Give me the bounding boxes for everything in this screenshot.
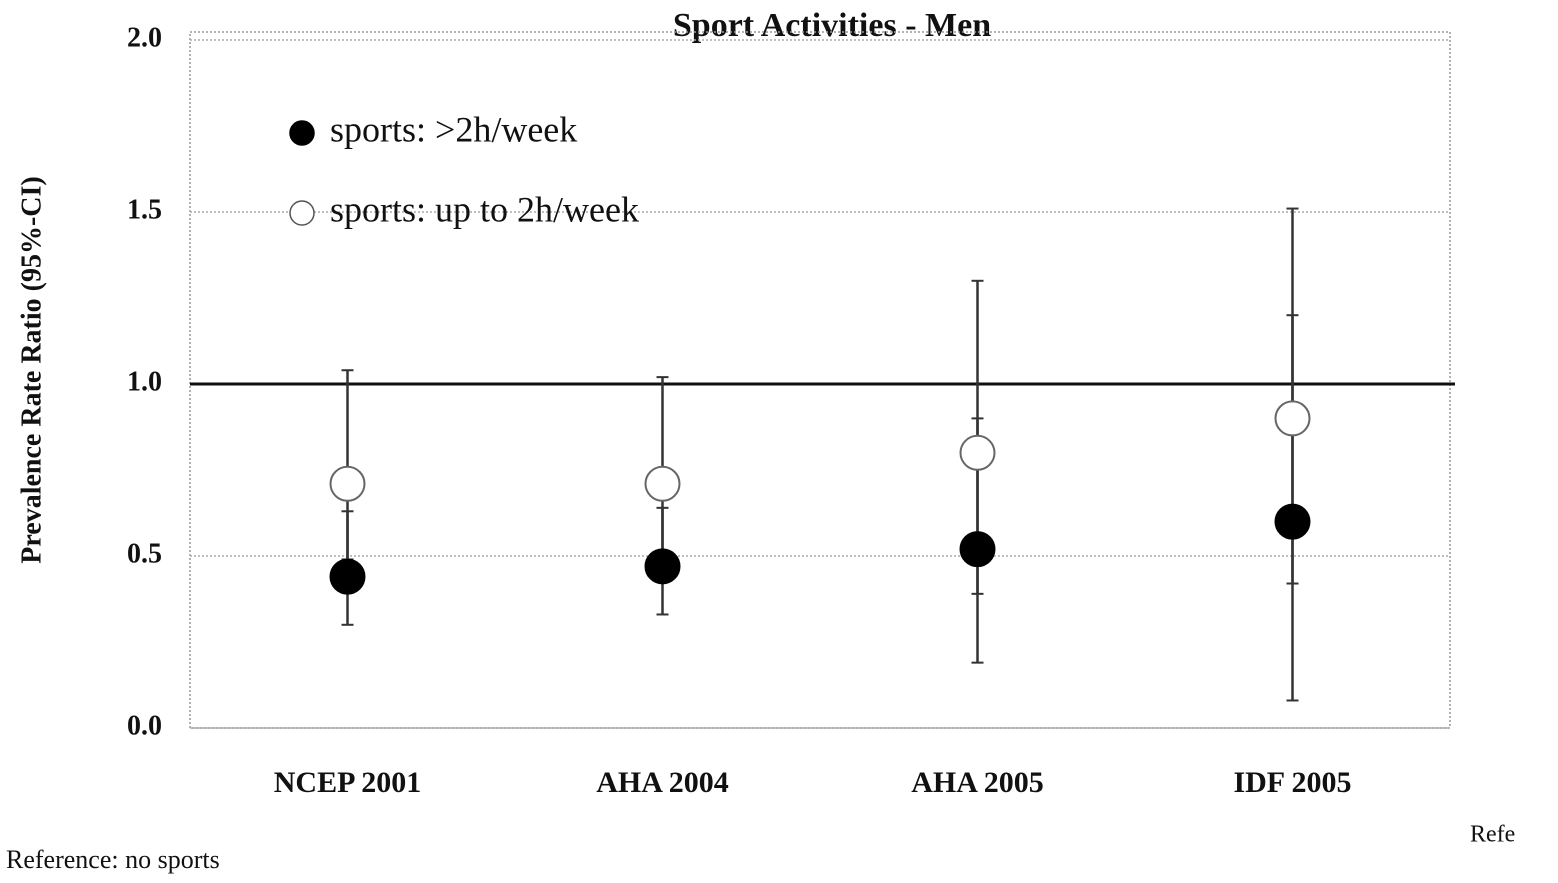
point — [1274, 400, 1311, 437]
legend-label: sports: >2h/week — [330, 109, 577, 149]
x-tick-label: AHA 2005 — [911, 766, 1044, 799]
chart-title: Sport Activities - Men — [673, 7, 991, 44]
point — [644, 548, 681, 585]
point — [959, 531, 996, 568]
x-tick-label: NCEP 2001 — [274, 766, 422, 799]
annotation: Refe — [1470, 822, 1515, 848]
y-tick-label: 2.0 — [127, 22, 162, 53]
legend-marker — [289, 200, 315, 226]
x-tick-label: IDF 2005 — [1233, 766, 1351, 799]
legend-marker — [289, 120, 315, 146]
point — [329, 465, 366, 502]
y-tick-label: 1.0 — [127, 366, 162, 397]
y-axis-label: Prevalence Rate Ratio (95%-CI) — [16, 176, 47, 563]
x-tick-label: AHA 2004 — [596, 766, 729, 799]
y-tick-label: 0.0 — [127, 710, 162, 741]
footnote: Reference: no sports — [6, 845, 220, 874]
point — [959, 434, 996, 471]
y-tick-label: 1.5 — [127, 194, 162, 225]
point — [329, 558, 366, 595]
legend-label: sports: up to 2h/week — [330, 189, 639, 229]
point — [644, 465, 681, 502]
point — [1274, 503, 1311, 540]
y-tick-label: 0.5 — [127, 538, 162, 569]
